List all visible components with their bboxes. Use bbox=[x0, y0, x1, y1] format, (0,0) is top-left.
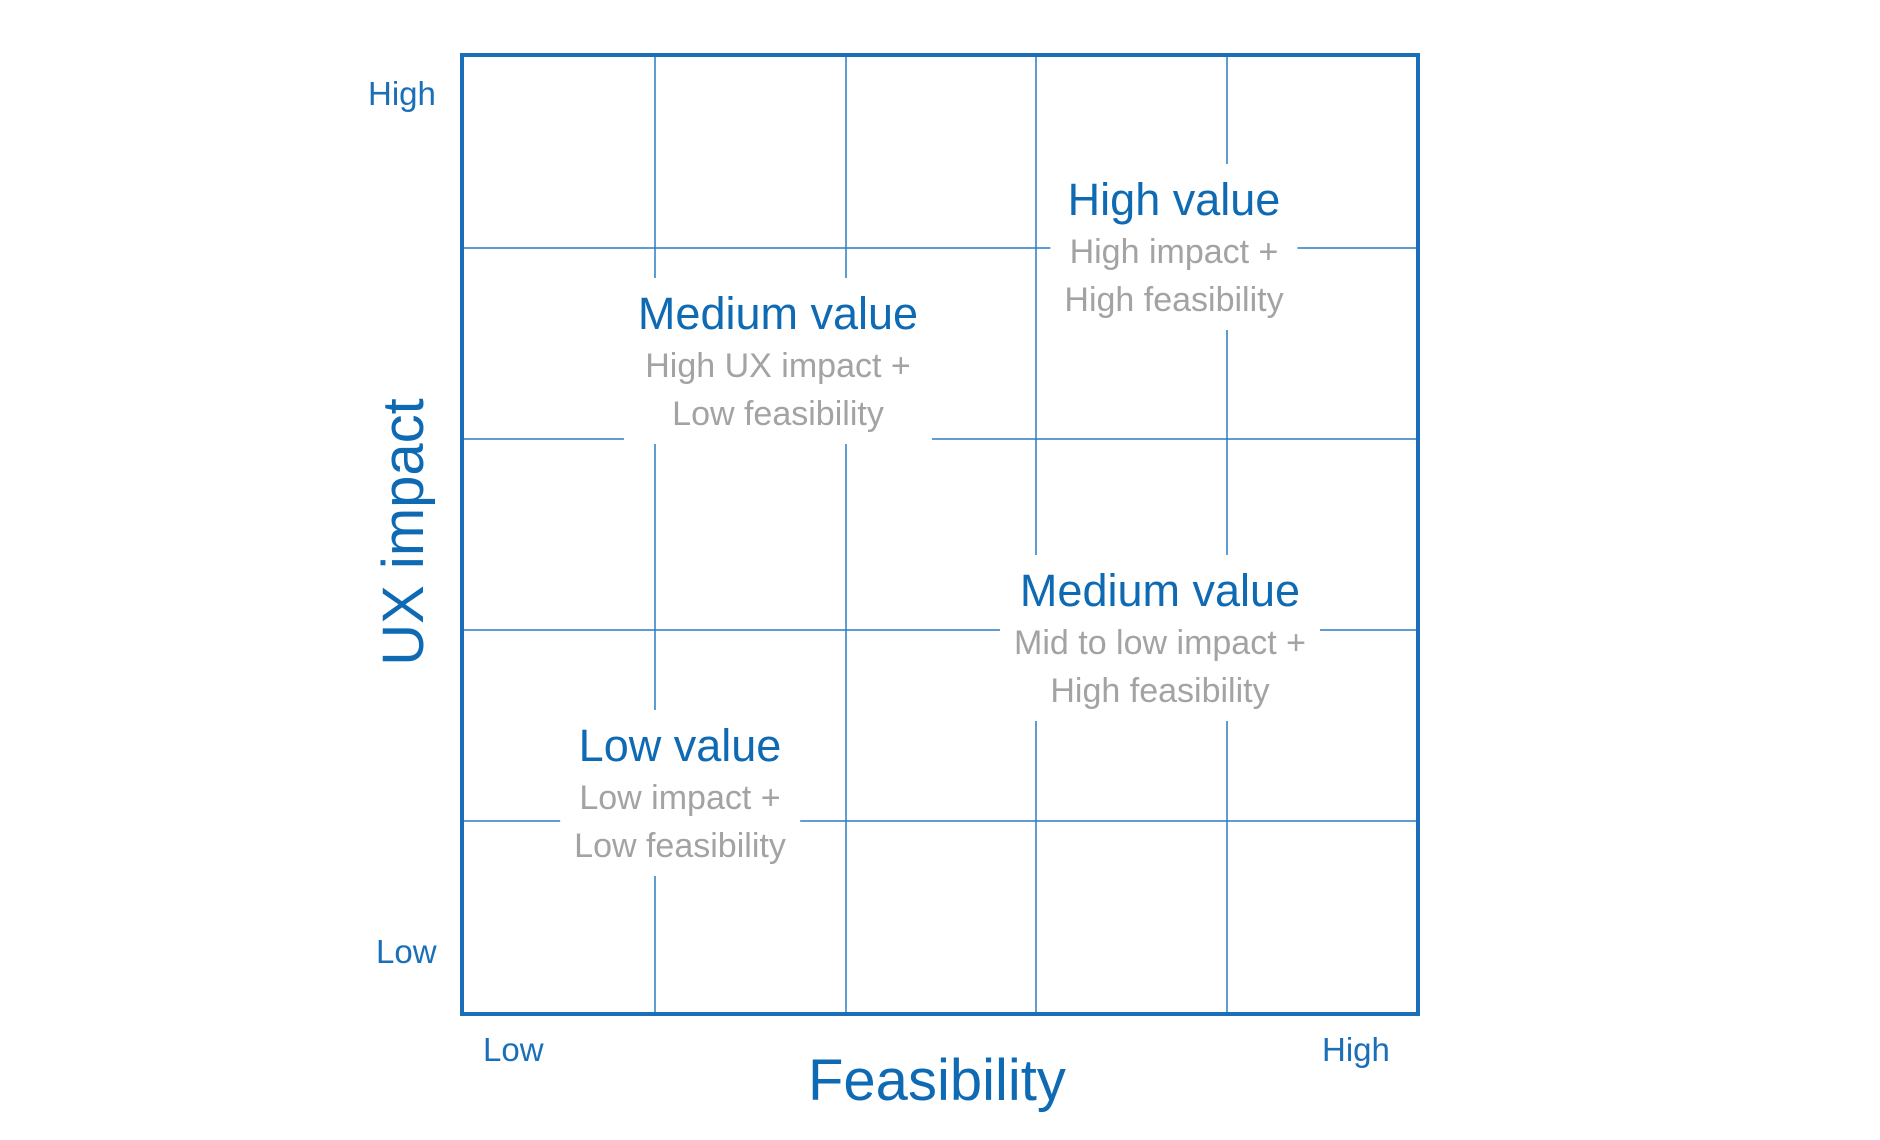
x-axis-title: Feasibility bbox=[808, 1048, 1066, 1113]
region-low-value: Low value Low impact + Low feasibility bbox=[560, 710, 800, 876]
region-description-line: Mid to low impact + bbox=[1014, 624, 1306, 662]
x-axis-high-label: High bbox=[1322, 1031, 1390, 1068]
region-description-line: High feasibility bbox=[1050, 672, 1270, 710]
region-description-line: Low impact + bbox=[579, 779, 781, 817]
y-axis-low-label: Low bbox=[376, 933, 437, 970]
region-medium-value-high-feasibility: Medium value Mid to low impact + High fe… bbox=[1000, 555, 1320, 721]
region-description-line: High UX impact + bbox=[645, 347, 911, 385]
region-description-line: High feasibility bbox=[1064, 281, 1284, 319]
region-title: High value bbox=[1067, 174, 1281, 225]
region-description-line: High impact + bbox=[1069, 233, 1279, 271]
y-axis-title: UX impact bbox=[371, 398, 436, 666]
region-title: Medium value bbox=[637, 288, 919, 339]
region-description-line: Low feasibility bbox=[672, 395, 884, 433]
region-medium-value-high-ux: Medium value High UX impact + Low feasib… bbox=[623, 278, 933, 444]
x-axis-low-label: Low bbox=[483, 1031, 544, 1068]
y-axis-high-label: High bbox=[368, 75, 436, 112]
region-title: Low value bbox=[578, 720, 782, 771]
region-description-line: Low feasibility bbox=[574, 827, 786, 865]
matrix-frame bbox=[460, 53, 1420, 1016]
region-title: Medium value bbox=[1019, 565, 1301, 616]
region-high-value: High value High impact + High feasibilit… bbox=[1050, 164, 1298, 330]
